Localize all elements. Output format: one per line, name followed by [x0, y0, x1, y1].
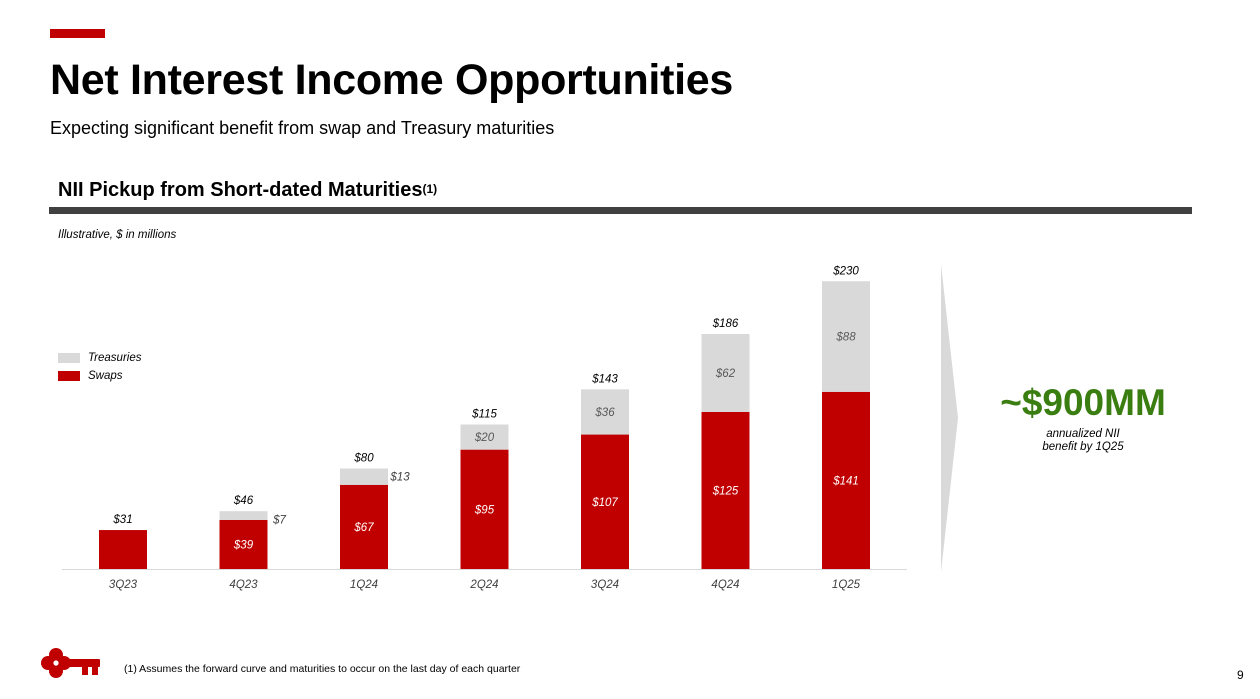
data-label-treasuries-4Q24: $62: [715, 368, 736, 380]
data-label-swaps-1Q24: $67: [353, 522, 374, 534]
footnote: (1) Assumes the forward curve and maturi…: [124, 663, 521, 675]
data-label-total-2Q24: $115: [471, 409, 497, 421]
data-label-total-3Q23: $31: [112, 514, 132, 526]
legend-label-swaps: Swaps: [88, 370, 123, 382]
data-label-swaps-3Q24: $107: [591, 497, 618, 509]
x-tick-label-3Q24: 3Q24: [591, 579, 619, 591]
chevron-arrow-shape: [941, 264, 958, 572]
callout-caption: annualized NII benefit by 1Q25: [1020, 428, 1146, 454]
data-label-swaps-4Q23: $39: [233, 539, 254, 551]
page-title: Net Interest Income Opportunities: [50, 56, 733, 104]
data-label-treasuries-4Q23: $7: [272, 515, 286, 527]
accent-bar: [50, 29, 105, 38]
bar-swaps-3Q24: [581, 434, 629, 569]
legend-label-treasuries: Treasuries: [88, 352, 142, 364]
legend-item-swaps: Swaps: [58, 367, 141, 385]
legend-item-treasuries: Treasuries: [58, 349, 141, 367]
bar-swaps-1Q24: [340, 484, 388, 569]
data-label-total-3Q24: $143: [591, 373, 618, 385]
data-label-total-4Q23: $46: [233, 495, 254, 507]
legend-swatch-treasuries: [58, 353, 80, 363]
callout-value: ~$900MM: [1000, 382, 1166, 423]
bar-treasuries-4Q24: [701, 334, 750, 412]
bar-swaps-1Q25: [822, 391, 870, 569]
legend-swatch-swaps: [58, 371, 80, 381]
callout-caption-line2: benefit by 1Q25: [1042, 441, 1124, 453]
x-tick-label-4Q23: 4Q23: [229, 579, 258, 591]
bar-swaps-2Q24: [460, 449, 509, 569]
bar-treasuries-4Q23: [219, 511, 268, 520]
bar-swaps-3Q23: [99, 530, 147, 569]
data-label-treasuries-1Q25: $88: [835, 332, 856, 344]
x-tick-label-2Q24: 2Q24: [469, 579, 498, 591]
bar-swaps-4Q23: [219, 519, 268, 569]
data-label-total-1Q25: $230: [832, 265, 859, 277]
section-title-text: NII Pickup from Short-dated Maturities: [58, 179, 423, 201]
x-tick-label-3Q23: 3Q23: [109, 579, 138, 591]
data-label-treasuries-3Q24: $36: [594, 407, 615, 419]
x-tick-label-4Q24: 4Q24: [711, 579, 739, 591]
units-note: Illustrative, $ in millions: [58, 229, 177, 241]
bar-treasuries-1Q25: [822, 281, 870, 392]
bar-treasuries-1Q24: [340, 468, 388, 485]
x-tick-label-1Q24: 1Q24: [350, 579, 378, 591]
bar-treasuries-2Q24: [460, 424, 509, 450]
data-label-swaps-2Q24: $95: [474, 504, 495, 516]
data-label-swaps-1Q25: $141: [832, 475, 859, 487]
callout-caption-line1: annualized NII: [1046, 428, 1120, 440]
section-divider: [49, 207, 1192, 214]
bar-swaps-4Q24: [701, 411, 750, 569]
x-tick-label-1Q25: 1Q25: [832, 579, 861, 591]
data-label-total-1Q24: $80: [353, 452, 374, 464]
data-label-treasuries-2Q24: $20: [474, 432, 495, 444]
page-subtitle: Expecting significant benefit from swap …: [50, 118, 555, 138]
page-number: 9: [1237, 668, 1244, 682]
key-logo-icon: [41, 648, 100, 678]
section-title: NII Pickup from Short-dated Maturities(1…: [58, 178, 437, 202]
data-label-total-4Q24: $186: [712, 318, 739, 330]
chart-legend: Treasuries Swaps: [58, 349, 141, 385]
data-label-swaps-4Q24: $125: [712, 485, 739, 497]
footnote-marker: (1): [422, 182, 438, 196]
bar-treasuries-3Q24: [581, 389, 629, 435]
data-label-treasuries-1Q24: $13: [389, 472, 410, 484]
